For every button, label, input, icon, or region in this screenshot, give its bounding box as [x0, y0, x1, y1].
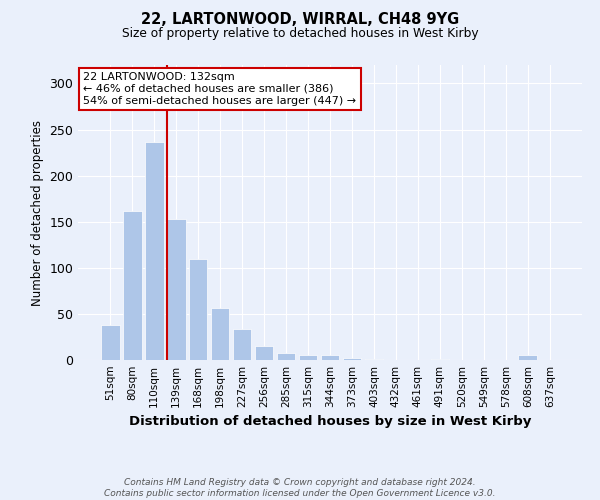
Bar [145, 142, 164, 360]
Bar [211, 308, 229, 360]
Text: 22 LARTONWOOD: 132sqm
← 46% of detached houses are smaller (386)
54% of semi-det: 22 LARTONWOOD: 132sqm ← 46% of detached … [83, 72, 356, 106]
Bar [431, 359, 449, 360]
Bar [255, 346, 274, 360]
X-axis label: Distribution of detached houses by size in West Kirby: Distribution of detached houses by size … [129, 416, 531, 428]
Bar [299, 356, 317, 360]
Text: Size of property relative to detached houses in West Kirby: Size of property relative to detached ho… [122, 28, 478, 40]
Bar [233, 328, 251, 360]
Text: 22, LARTONWOOD, WIRRAL, CH48 9YG: 22, LARTONWOOD, WIRRAL, CH48 9YG [141, 12, 459, 28]
Bar [167, 219, 185, 360]
Bar [277, 352, 295, 360]
Bar [365, 359, 383, 360]
Bar [518, 356, 537, 360]
Text: Contains HM Land Registry data © Crown copyright and database right 2024.
Contai: Contains HM Land Registry data © Crown c… [104, 478, 496, 498]
Y-axis label: Number of detached properties: Number of detached properties [31, 120, 44, 306]
Bar [343, 358, 361, 360]
Bar [189, 258, 208, 360]
Bar [123, 210, 142, 360]
Bar [101, 325, 119, 360]
Bar [320, 356, 340, 360]
